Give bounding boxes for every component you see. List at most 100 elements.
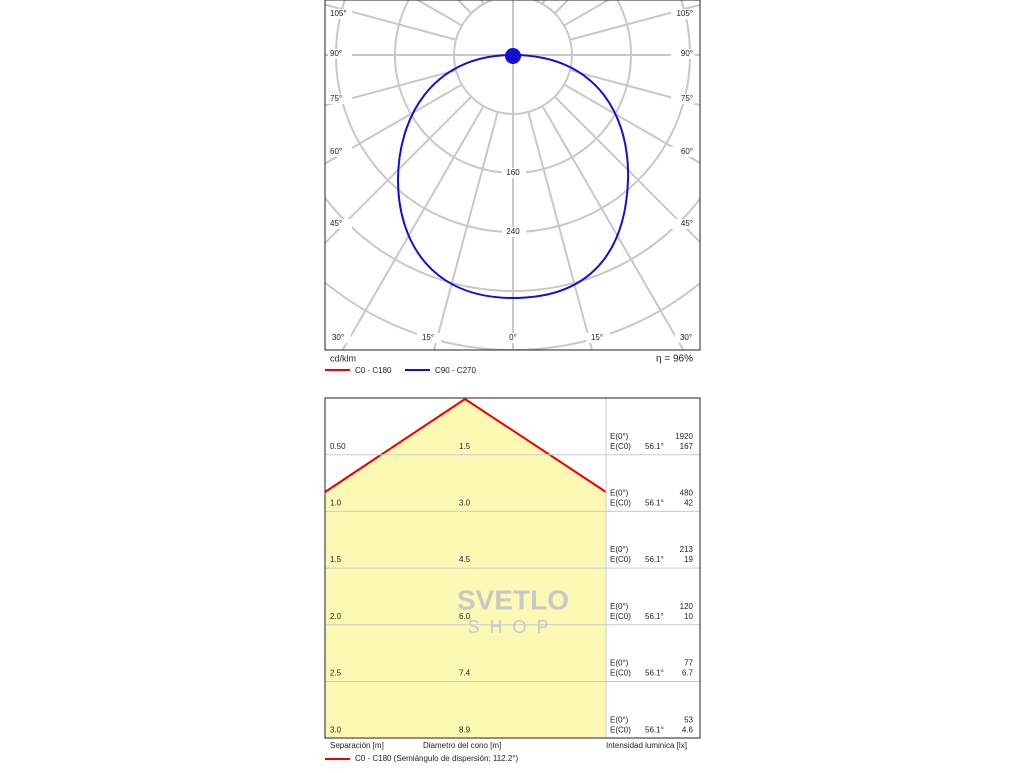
label-bg	[502, 168, 526, 178]
angle-label: 75°	[330, 94, 342, 103]
angle: 56.1°	[645, 499, 664, 508]
legend-label: C90 - C270	[435, 366, 476, 375]
e0-value: 1920	[675, 432, 693, 441]
angle-label: 90°	[681, 49, 693, 58]
angle-label: 60°	[330, 147, 342, 156]
label-bg	[328, 147, 352, 157]
angle-label: 45°	[330, 219, 342, 228]
cone-diagram: 0.50 1.5 E(0°) 1920 E(C0) 56.1° 167 1.0 3.0 E(0°)…	[324, 397, 701, 739]
axis-label: Separación [m]	[330, 741, 384, 750]
ec0-value: 10	[684, 612, 693, 621]
label-bg	[671, 219, 695, 229]
e0-value: 53	[684, 715, 693, 724]
e0-label: E(0°)	[610, 545, 629, 554]
label-bg	[671, 9, 695, 19]
angle-label: 15°	[422, 333, 434, 342]
label-bg	[328, 94, 352, 104]
legend-label: C0 - C180 (Semiángulo de dispersión: 112…	[355, 754, 518, 763]
separation: 3.0	[330, 725, 342, 734]
ec0-label: E(C0)	[610, 669, 631, 678]
ec0-value: 4.6	[682, 725, 694, 734]
e0-value: 213	[680, 545, 694, 554]
grid-ray	[325, 3, 457, 41]
angle-label: 240	[506, 227, 520, 236]
c90-curve	[396, 53, 630, 300]
polar-curve	[396, 48, 630, 300]
cone-edge	[464, 398, 607, 493]
cone-frame	[324, 397, 701, 739]
unit: cd/klm	[330, 353, 356, 363]
ec0-value: 6.7	[682, 669, 694, 678]
label-bg	[671, 49, 695, 59]
e0-label: E(0°)	[610, 432, 629, 441]
separation: 2.0	[330, 612, 342, 621]
axis-label: Intensidad luminica [lx]	[606, 741, 687, 750]
angle: 56.1°	[645, 725, 664, 734]
cone-edge	[324, 398, 466, 493]
label-bg	[417, 333, 441, 343]
grid-ray	[527, 111, 594, 350]
label-bg	[675, 333, 699, 343]
ec0-label: E(C0)	[610, 499, 631, 508]
diameter: 6.0	[459, 612, 471, 621]
angle: 56.1°	[645, 555, 664, 564]
grid-ray	[541, 105, 685, 350]
grid-ray	[325, 83, 463, 165]
e0-label: E(0°)	[610, 659, 629, 668]
angle-label: 45°	[681, 219, 693, 228]
watermark: SHOP	[467, 617, 558, 637]
angle-label: 160	[506, 168, 520, 177]
angle-label: 0°	[509, 333, 517, 342]
separation: 0.50	[330, 442, 346, 451]
e0-label: E(0°)	[610, 715, 629, 724]
grid-ray	[432, 111, 499, 350]
angle-label: 105°	[676, 9, 693, 18]
angle: 56.1°	[645, 612, 664, 621]
grid-ray	[554, 96, 700, 244]
angle-label: 15°	[591, 333, 603, 342]
watermark: SVETLO	[457, 584, 569, 615]
e0-label: E(0°)	[610, 602, 629, 611]
angle-label: 75°	[681, 94, 693, 103]
grid-ray	[341, 105, 485, 350]
label-bg	[328, 219, 352, 229]
separation: 1.0	[330, 499, 342, 508]
axis-label: Diametro del cono [m]	[423, 741, 501, 750]
angle: 56.1°	[645, 669, 664, 678]
e0-value: 480	[680, 489, 694, 498]
ec0-label: E(C0)	[610, 442, 631, 451]
label-bg	[502, 227, 526, 237]
diameter: 8.9	[459, 725, 471, 734]
angle-label: 90°	[330, 49, 342, 58]
c0-peak	[505, 48, 521, 64]
grid-ray	[325, 96, 472, 245]
label-bg	[586, 333, 610, 343]
label-bg	[671, 94, 695, 104]
angle: 56.1°	[645, 442, 664, 451]
angle-label: 60°	[681, 147, 693, 156]
ec0-label: E(C0)	[610, 612, 631, 621]
diameter: 4.5	[459, 555, 471, 564]
angle-label: 105°	[330, 9, 347, 18]
efficiency: η = 96%	[656, 354, 693, 365]
grid-ray	[325, 69, 457, 107]
separation: 1.5	[330, 555, 342, 564]
ec0-value: 19	[684, 555, 693, 564]
angle-label: 30°	[332, 333, 344, 342]
grid-ray	[563, 83, 700, 165]
ec0-value: 167	[680, 442, 694, 451]
separation: 2.5	[330, 669, 342, 678]
diameter: 1.5	[459, 442, 471, 451]
ec0-value: 42	[684, 499, 693, 508]
label-bg	[328, 9, 352, 19]
e0-value: 120	[680, 602, 694, 611]
ec0-label: E(C0)	[610, 725, 631, 734]
label-bg	[327, 333, 351, 343]
label-bg	[328, 49, 352, 59]
ec0-label: E(C0)	[610, 555, 631, 564]
label-bg	[502, 333, 526, 343]
label-bg	[671, 147, 695, 157]
diameter: 7.4	[459, 669, 471, 678]
e0-label: E(0°)	[610, 489, 629, 498]
